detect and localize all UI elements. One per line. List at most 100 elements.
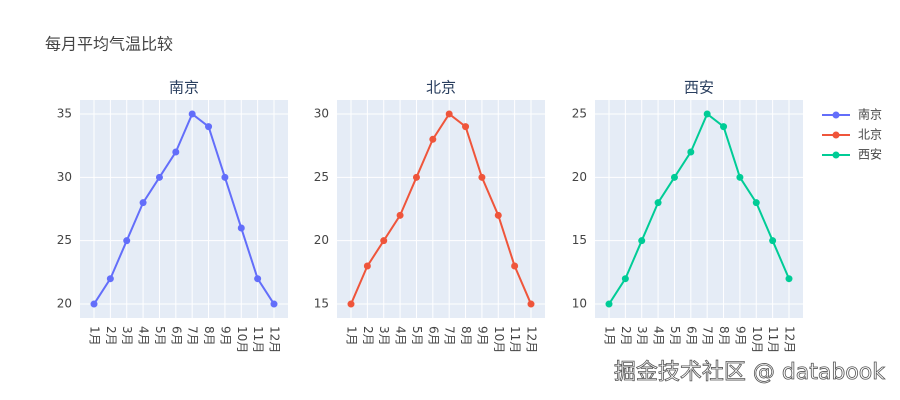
marker: [769, 237, 777, 245]
marker: [412, 173, 420, 181]
x-tick-label: 5月: [668, 326, 682, 346]
x-tick-label: 12月: [525, 326, 539, 353]
x-tick-label: 11月: [766, 326, 780, 353]
marker: [445, 110, 453, 118]
x-tick-label: 4月: [137, 326, 151, 346]
marker: [478, 173, 486, 181]
marker: [363, 262, 371, 270]
x-tick-label: 3月: [377, 326, 391, 346]
y-tick-label: 20: [572, 170, 587, 184]
x-tick-label: 5月: [153, 326, 167, 346]
x-tick-label: 10月: [492, 326, 506, 353]
y-tick-label: 15: [314, 297, 329, 311]
series-line: [608, 112, 790, 305]
marker: [752, 199, 760, 207]
marker: [429, 135, 437, 143]
x-tick-label: 4月: [652, 326, 666, 346]
x-tick-label: 9月: [218, 326, 232, 346]
marker: [221, 173, 229, 181]
x-tick-label: 7月: [701, 326, 715, 346]
subplot-title: 北京: [426, 79, 456, 97]
x-tick-label: 11月: [508, 326, 522, 353]
marker: [123, 237, 131, 245]
x-tick-label: 3月: [635, 326, 649, 346]
marker: [638, 237, 646, 245]
legend-marker: [832, 111, 840, 119]
x-tick-label: 6月: [684, 326, 698, 346]
series-line: [93, 112, 275, 305]
x-tick-label: 6月: [169, 326, 183, 346]
x-tick-label: 12月: [783, 326, 797, 353]
x-tick-label: 3月: [120, 326, 134, 346]
watermark: 掘金技术社区 @ databook: [614, 360, 885, 385]
marker: [270, 300, 278, 308]
x-tick-label: 6月: [426, 326, 440, 346]
x-tick-label: 7月: [443, 326, 457, 346]
plot-area: [337, 100, 545, 318]
x-tick-label: 8月: [459, 326, 473, 346]
marker: [494, 211, 502, 219]
x-tick-label: 12月: [268, 326, 282, 353]
y-tick-label: 15: [572, 233, 587, 247]
marker: [396, 211, 404, 219]
y-tick-label: 30: [314, 106, 329, 120]
chart-title: 每月平均气温比较: [45, 35, 173, 54]
legend-marker: [832, 131, 840, 139]
y-tick-label: 20: [314, 233, 329, 247]
y-tick-label: 20: [57, 297, 72, 311]
x-tick-label: 2月: [619, 326, 633, 346]
x-tick-label: 11月: [251, 326, 265, 353]
marker: [687, 148, 695, 156]
x-tick-label: 10月: [235, 326, 249, 353]
marker: [736, 173, 744, 181]
x-tick-label: 9月: [475, 326, 489, 346]
marker: [188, 110, 196, 118]
marker: [621, 275, 629, 283]
marker: [527, 300, 535, 308]
marker: [380, 237, 388, 245]
y-tick-label: 25: [57, 233, 72, 247]
x-tick-label: 1月: [345, 326, 359, 346]
subplot-title: 南京: [169, 79, 199, 97]
y-tick-label: 35: [57, 106, 72, 120]
y-tick-label: 25: [572, 106, 587, 120]
y-tick-label: 25: [314, 170, 329, 184]
marker: [511, 262, 519, 270]
marker: [720, 123, 728, 131]
series-line: [350, 112, 532, 305]
marker: [254, 275, 262, 283]
x-tick-label: 2月: [361, 326, 375, 346]
legend-marker: [832, 151, 840, 159]
marker: [605, 300, 613, 308]
marker: [106, 275, 114, 283]
x-tick-label: 8月: [717, 326, 731, 346]
x-tick-label: 5月: [410, 326, 424, 346]
marker: [703, 110, 711, 118]
x-tick-label: 4月: [394, 326, 408, 346]
marker: [90, 300, 98, 308]
marker: [155, 173, 163, 181]
legend-label: 北京: [858, 128, 882, 142]
marker: [785, 275, 793, 283]
marker: [654, 199, 662, 207]
x-tick-label: 8月: [202, 326, 216, 346]
y-tick-label: 10: [572, 297, 587, 311]
marker: [462, 123, 470, 131]
legend-label: 南京: [858, 107, 882, 122]
x-tick-label: 1月: [603, 326, 617, 346]
x-tick-label: 1月: [88, 326, 102, 346]
x-tick-label: 2月: [104, 326, 118, 346]
plot-area: [595, 100, 803, 318]
legend-label: 西安: [858, 147, 882, 162]
y-tick-label: 30: [57, 170, 72, 184]
marker: [172, 148, 180, 156]
x-tick-label: 10月: [750, 326, 764, 353]
plot-area: [80, 100, 288, 318]
subplot-title: 西安: [684, 79, 714, 97]
marker: [347, 300, 355, 308]
marker: [205, 123, 213, 131]
marker: [237, 224, 245, 232]
marker: [670, 173, 678, 181]
marker: [139, 199, 147, 207]
